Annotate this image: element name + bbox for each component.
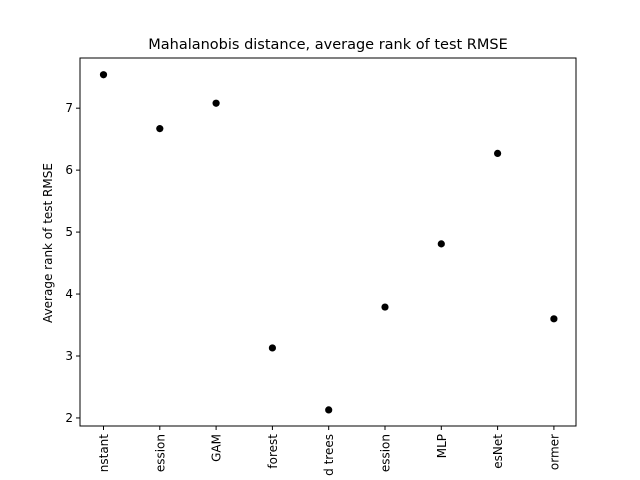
x-tick-label: ession [379,434,393,472]
x-tick-label: ormer [547,434,561,470]
x-tick-label: forest [266,434,280,469]
data-point [494,149,502,158]
x-tick-label: nstant [97,434,111,473]
data-point [212,99,220,107]
y-axis-label: Average rank of test RMSE [41,163,55,323]
x-tick-label: ession [153,434,167,472]
y-tick-label: 3 [65,349,73,363]
plot-frame [79,57,577,427]
data-point [381,303,389,311]
x-tick-label: GAM [210,434,224,462]
x-tick-label: MLP [435,434,449,458]
data-point [550,315,558,323]
plot-area: 2 3 4 5 6 7 nstant ession GAM forest d trees ession… [65,57,577,476]
x-tick-label: d trees [322,434,336,476]
y-tick-label: 6 [65,163,73,177]
data-point [325,406,333,414]
data-point [99,71,108,79]
y-tick-label: 7 [65,101,73,115]
data-point [156,125,164,133]
x-tick-label: esNet [491,434,505,469]
data-point [268,344,276,352]
chart-title: Mahalanobis distance, average rank of te… [148,37,508,53]
y-tick-label: 4 [65,287,73,301]
y-tick-label: 2 [65,411,73,425]
y-tick-label: 5 [65,225,73,239]
data-point [437,240,445,248]
y-axis-label-group: Average rank of test RMSE [41,163,55,323]
